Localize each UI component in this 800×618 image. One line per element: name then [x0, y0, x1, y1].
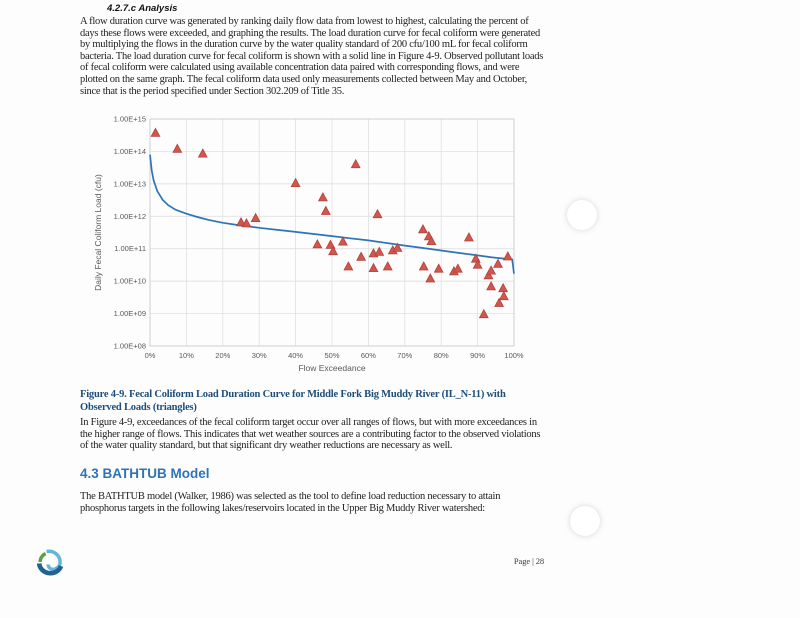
svg-text:Daily Fecal Coliform Load (cfu: Daily Fecal Coliform Load (cfu) — [93, 174, 103, 291]
svg-text:Flow Exceedance: Flow Exceedance — [298, 363, 365, 373]
svg-text:20%: 20% — [215, 351, 230, 360]
svg-text:100%: 100% — [504, 351, 524, 360]
svg-text:1.00E+08: 1.00E+08 — [114, 342, 146, 351]
paragraph-exceedances: In Figure 4-9, exceedances of the fecal … — [80, 417, 541, 452]
svg-text:1.00E+15: 1.00E+15 — [114, 115, 146, 124]
chart-canvas: 1.00E+15 1.00E+14 1.00E+13 1.00E+12 1.00E+11… — [93, 115, 524, 374]
svg-text:0%: 0% — [145, 351, 156, 360]
water-swirl-logo-icon — [36, 549, 64, 576]
svg-text:80%: 80% — [434, 351, 449, 360]
svg-text:90%: 90% — [470, 351, 485, 360]
svg-text:1.00E+14: 1.00E+14 — [114, 147, 146, 156]
svg-text:1.00E+11: 1.00E+11 — [114, 244, 146, 253]
load-duration-chart: 1.00E+15 1.00E+14 1.00E+13 1.00E+12 1.00E+11… — [90, 112, 542, 387]
svg-text:40%: 40% — [288, 351, 303, 360]
figure-caption-line1: Figure 4-9. Fecal Coliform Load Duration… — [80, 389, 506, 400]
figure-caption: Figure 4-9. Fecal Coliform Load Duration… — [80, 389, 546, 414]
svg-text:1.00E+09: 1.00E+09 — [114, 309, 146, 318]
section-heading-bathtub: 4.3 BATHTUB Model — [80, 466, 210, 481]
svg-text:50%: 50% — [324, 351, 339, 360]
svg-text:1.00E+10: 1.00E+10 — [114, 277, 146, 286]
paragraph-flow-duration: A flow duration curve was generated by r… — [80, 16, 544, 97]
page-number: Page | 28 — [513, 556, 544, 566]
section-heading-analysis: 4.2.7.c Analysis — [107, 3, 178, 14]
svg-text:1.00E+12: 1.00E+12 — [114, 212, 146, 221]
figure-caption-line2: Observed Loads (triangles) — [80, 401, 197, 413]
punch-hole-bottom — [570, 506, 600, 536]
svg-text:10%: 10% — [179, 351, 194, 360]
paragraph-bathtub: The BATHTUB model (Walker, 1986) was sel… — [80, 491, 501, 514]
svg-text:1.00E+13: 1.00E+13 — [114, 179, 146, 188]
svg-text:60%: 60% — [361, 351, 376, 360]
punch-hole-top — [567, 200, 597, 230]
svg-text:70%: 70% — [397, 351, 412, 360]
svg-text:30%: 30% — [252, 351, 267, 360]
